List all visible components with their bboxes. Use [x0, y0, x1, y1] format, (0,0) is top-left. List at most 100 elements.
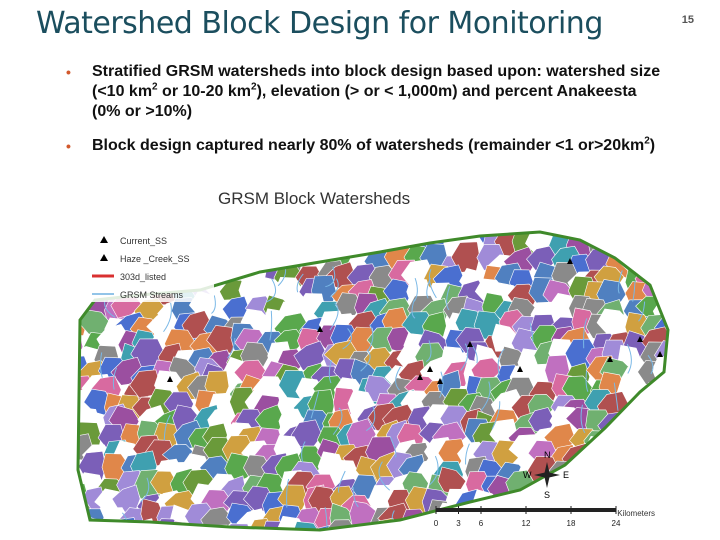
legend-label: Current_SS	[120, 236, 167, 246]
station-marker	[467, 341, 473, 347]
stream	[613, 382, 619, 411]
legend-label: 303d_listed	[120, 272, 166, 282]
watershed	[583, 435, 618, 467]
stream	[352, 487, 359, 508]
legend-symbol	[100, 236, 108, 243]
watershed	[383, 521, 413, 530]
stream	[471, 344, 478, 364]
stream	[626, 343, 632, 374]
bullet-text: Stratified GRSM watersheds into block de…	[92, 63, 661, 100]
watershed	[245, 236, 273, 265]
stream	[330, 278, 339, 298]
stream	[338, 470, 346, 493]
watershed	[78, 232, 84, 249]
stream	[163, 414, 171, 441]
compass-arrow	[534, 472, 560, 478]
bullet-text: ), elevation (> or < 1,000m) and percent…	[92, 83, 637, 120]
watershed	[589, 474, 614, 500]
stream	[428, 268, 437, 299]
watershed	[644, 389, 668, 420]
map-title: GRSM Block Watersheds	[218, 189, 410, 208]
watershed	[499, 493, 526, 520]
watershed	[660, 393, 668, 419]
watershed	[536, 489, 567, 521]
legend-label: GRSM Streams	[120, 290, 184, 300]
compass: N S E W	[523, 450, 569, 500]
watershed	[402, 521, 437, 530]
watershed	[78, 518, 89, 530]
watershed	[640, 468, 668, 497]
stream	[529, 322, 534, 342]
stream	[429, 455, 439, 486]
stream	[310, 391, 320, 419]
watershed	[653, 235, 668, 265]
stream	[646, 443, 657, 465]
watershed	[554, 477, 580, 505]
stream	[366, 324, 374, 352]
superscript: 2	[251, 81, 257, 93]
scale-tick-label: 6	[479, 519, 484, 528]
watershed	[247, 232, 271, 240]
watershed	[279, 232, 312, 263]
watershed	[347, 232, 379, 246]
watershed	[534, 521, 560, 530]
slide-title: Watershed Block Design for Monitoring	[36, 6, 603, 41]
watershed	[311, 232, 336, 250]
watershed	[596, 472, 630, 504]
stream	[378, 461, 391, 491]
stream	[497, 348, 505, 376]
watershed	[656, 277, 668, 309]
watershed	[479, 522, 511, 530]
stream	[583, 318, 588, 349]
watershed	[639, 446, 667, 470]
bullet-item: Stratified GRSM watersheds into block de…	[62, 62, 662, 122]
watershed	[581, 455, 611, 483]
stream	[413, 277, 418, 302]
stream	[366, 406, 376, 432]
station-marker	[167, 376, 173, 382]
watershed	[648, 518, 668, 530]
station-marker	[567, 258, 573, 264]
watershed	[221, 232, 255, 240]
watershed	[626, 232, 653, 249]
stream	[599, 476, 608, 501]
stream	[227, 338, 236, 359]
watershed	[263, 235, 291, 264]
watershed	[223, 523, 253, 530]
stream	[617, 270, 623, 294]
page-number: 15	[681, 14, 694, 26]
compass-label: S	[544, 490, 550, 500]
watershed	[541, 501, 569, 530]
scale-tick-label: 3	[456, 519, 461, 528]
scale-tick-label: 0	[434, 519, 439, 528]
watershed	[493, 516, 518, 530]
watershed	[659, 425, 668, 452]
stream	[389, 436, 397, 458]
stream	[585, 370, 589, 392]
stream	[325, 266, 336, 288]
stream	[286, 478, 290, 508]
bullet-text: or 10-20 km	[157, 83, 251, 100]
watershed	[530, 498, 559, 528]
watershed	[639, 519, 667, 530]
watershed	[80, 508, 106, 530]
watershed	[621, 470, 653, 499]
scale-tick-label: 12	[522, 519, 531, 528]
watershed	[90, 523, 122, 530]
compass-label: E	[563, 470, 569, 480]
superscript: 2	[152, 81, 158, 93]
watershed	[480, 501, 512, 530]
watershed	[614, 458, 649, 488]
stream	[266, 278, 277, 303]
bullet-text: Block design captured nearly 80% of wate…	[92, 137, 645, 154]
station-marker	[657, 351, 663, 357]
stream	[555, 470, 563, 493]
stream	[460, 343, 469, 371]
station-marker	[517, 366, 523, 372]
stream	[491, 401, 501, 430]
watershed	[296, 232, 331, 260]
watershed	[658, 409, 668, 436]
watershed	[648, 232, 668, 247]
watershed	[640, 249, 668, 276]
watershed	[606, 232, 639, 245]
